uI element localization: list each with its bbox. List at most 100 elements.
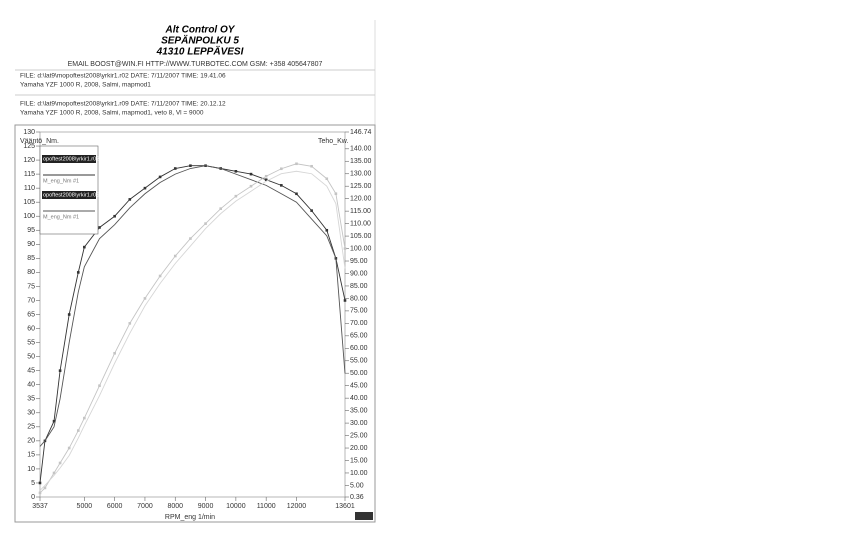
legend-file: opoftest2008\yrkir1.r09 xyxy=(43,192,99,198)
series-marker xyxy=(76,271,80,274)
series-marker xyxy=(158,175,162,179)
x-tick-label: 5000 xyxy=(77,503,93,510)
y-tick-label: 110 xyxy=(24,185,35,192)
y2-tick-label: 20.00 xyxy=(350,445,368,452)
y2-tick-label: 0.36 xyxy=(350,494,364,501)
series-marker xyxy=(249,172,253,176)
y-tick-label: 30 xyxy=(27,410,35,417)
series-marker xyxy=(334,192,338,195)
y2-tick-label: 105.00 xyxy=(350,233,372,240)
x-axis-label: RPM_eng 1/min xyxy=(165,514,215,521)
y2-tick-label: 146.74 xyxy=(350,129,372,136)
y2-tick-label: 95.00 xyxy=(350,258,368,265)
y2-tick-label: 10.00 xyxy=(350,470,368,477)
y2-tick-label: 35.00 xyxy=(350,407,368,414)
series-marker xyxy=(128,322,132,325)
series-marker xyxy=(189,164,192,167)
legend-entry: M_eng_Nm #1 xyxy=(43,178,79,184)
series-marker xyxy=(98,226,101,229)
series-marker xyxy=(67,313,71,316)
series-marker xyxy=(143,297,147,300)
run-desc: Yamaha YZF 1000 R, 2008, Salmi, mapmod1,… xyxy=(20,110,204,117)
y-tick-label: 80 xyxy=(27,269,35,276)
y2-tick-label: 30.00 xyxy=(350,420,368,427)
series-marker xyxy=(189,237,192,240)
y2-tick-label: 15.00 xyxy=(350,457,368,464)
series-marker xyxy=(38,491,42,495)
series-marker xyxy=(38,481,42,485)
y2-tick-label: 115.00 xyxy=(350,208,371,215)
y2-tick-label: 140.00 xyxy=(350,146,372,153)
x-tick-label: 11000 xyxy=(257,503,276,510)
run-file: FILE: d:\lat9\mopoftest2008\yrkir1.r09 D… xyxy=(20,101,226,108)
series-marker xyxy=(76,429,80,432)
legend-file-bg xyxy=(42,191,96,199)
y-tick-label: 90 xyxy=(27,241,35,248)
y2-tick-label: 135.00 xyxy=(350,158,372,165)
series-marker xyxy=(52,419,56,423)
y2-tick-label: 80.00 xyxy=(350,295,368,302)
x-tick-label: 6000 xyxy=(107,503,123,510)
series-marker xyxy=(343,247,347,250)
series-marker xyxy=(234,194,238,198)
y2-tick-label: 50.00 xyxy=(350,370,368,377)
legend-entry: M_eng_Nm #1 xyxy=(43,214,79,220)
series-marker xyxy=(310,164,313,168)
x-tick-label: 8000 xyxy=(167,503,183,510)
series-marker xyxy=(204,222,207,225)
series-marker xyxy=(280,184,283,187)
series-marker xyxy=(173,167,177,170)
y-tick-label: 50 xyxy=(27,353,35,360)
legend-file-bg xyxy=(42,155,96,163)
legend-file: opoftest2008\yrkir1.r02 xyxy=(43,156,99,162)
series-marker xyxy=(264,174,268,178)
series-marker xyxy=(234,170,238,173)
y-tick-label: 85 xyxy=(27,255,35,262)
series-marker xyxy=(264,178,268,182)
series-line xyxy=(39,165,346,447)
run-file: FILE: d:\lat9\mopoftest2008\yrkir1.r02 D… xyxy=(20,73,226,80)
y2-tick-label: 75.00 xyxy=(350,308,368,315)
city: 41310 LEPPÄVESI xyxy=(156,45,244,58)
series-marker xyxy=(58,461,62,465)
x-tick-label: 9000 xyxy=(198,503,214,510)
series-marker xyxy=(158,274,162,278)
y-tick-label: 0 xyxy=(31,494,35,501)
y2-tick-label: 45.00 xyxy=(350,383,368,390)
company: Alt Control OY xyxy=(165,25,236,36)
y-tick-label: 70 xyxy=(27,297,35,304)
series-marker xyxy=(58,369,62,372)
series-marker xyxy=(143,186,147,190)
y-tick-label: 65 xyxy=(27,311,35,318)
series-marker xyxy=(280,167,283,171)
y2-tick-label: 5.00 xyxy=(350,482,364,489)
y-tick-label: 125 xyxy=(23,143,35,150)
series-line xyxy=(39,170,346,491)
series-marker xyxy=(83,416,86,420)
series-marker xyxy=(98,384,101,387)
y-tick-label: 75 xyxy=(27,283,35,290)
y-tick-label: 55 xyxy=(27,339,35,346)
y2-axis-label: Teho_Kw. xyxy=(318,138,348,145)
series-marker xyxy=(173,254,177,258)
series-marker xyxy=(113,351,116,355)
series-marker xyxy=(325,228,329,232)
y-tick-label: 100 xyxy=(23,213,35,220)
series-marker xyxy=(325,177,329,181)
y2-tick-label: 60.00 xyxy=(350,345,368,352)
x-tick-label: 13601 xyxy=(335,503,355,510)
y-tick-label: 120 xyxy=(23,157,35,164)
chart-frame xyxy=(14,124,376,523)
y-tick-label: 25 xyxy=(27,424,35,431)
series-marker xyxy=(67,446,71,450)
contact: EMAIL BOOST@WIN.FI HTTP://WWW.TURBOTEC.C… xyxy=(68,61,323,68)
series-marker xyxy=(295,192,298,196)
y2-tick-label: 130.00 xyxy=(350,171,372,178)
series-marker xyxy=(249,184,253,188)
y2-tick-label: 85.00 xyxy=(350,283,368,290)
run-desc: Yamaha YZF 1000 R, 2008, Salmi, mapmod1 xyxy=(20,82,151,89)
badge xyxy=(355,512,373,520)
y-tick-label: 5 xyxy=(31,480,35,487)
